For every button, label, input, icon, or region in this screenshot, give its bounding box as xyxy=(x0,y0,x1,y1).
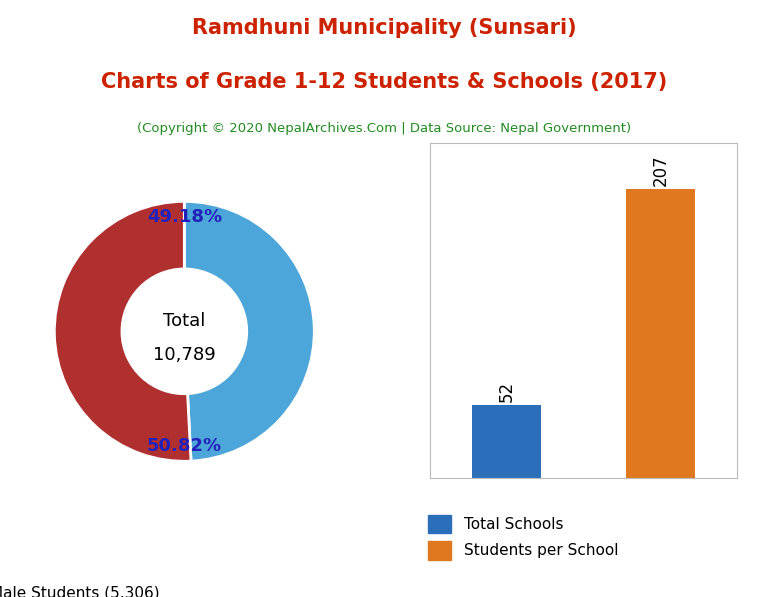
Legend: Total Schools, Students per School: Total Schools, Students per School xyxy=(422,509,624,566)
Text: 50.82%: 50.82% xyxy=(147,437,222,455)
Wedge shape xyxy=(184,201,314,461)
Text: (Copyright © 2020 NepalArchives.Com | Data Source: Nepal Government): (Copyright © 2020 NepalArchives.Com | Da… xyxy=(137,122,631,136)
Legend: Male Students (5,306), Female Students (5,483): Male Students (5,306), Female Students (… xyxy=(0,577,184,597)
Text: Ramdhuni Municipality (Sunsari): Ramdhuni Municipality (Sunsari) xyxy=(192,18,576,38)
Bar xyxy=(626,189,695,478)
Text: Charts of Grade 1-12 Students & Schools (2017): Charts of Grade 1-12 Students & Schools … xyxy=(101,72,667,92)
Wedge shape xyxy=(55,201,191,461)
Text: 49.18%: 49.18% xyxy=(147,208,222,226)
Text: 52: 52 xyxy=(498,381,516,402)
Bar xyxy=(472,405,541,478)
Text: 10,789: 10,789 xyxy=(153,346,216,364)
Text: 207: 207 xyxy=(651,155,670,186)
Text: Total: Total xyxy=(163,312,206,330)
